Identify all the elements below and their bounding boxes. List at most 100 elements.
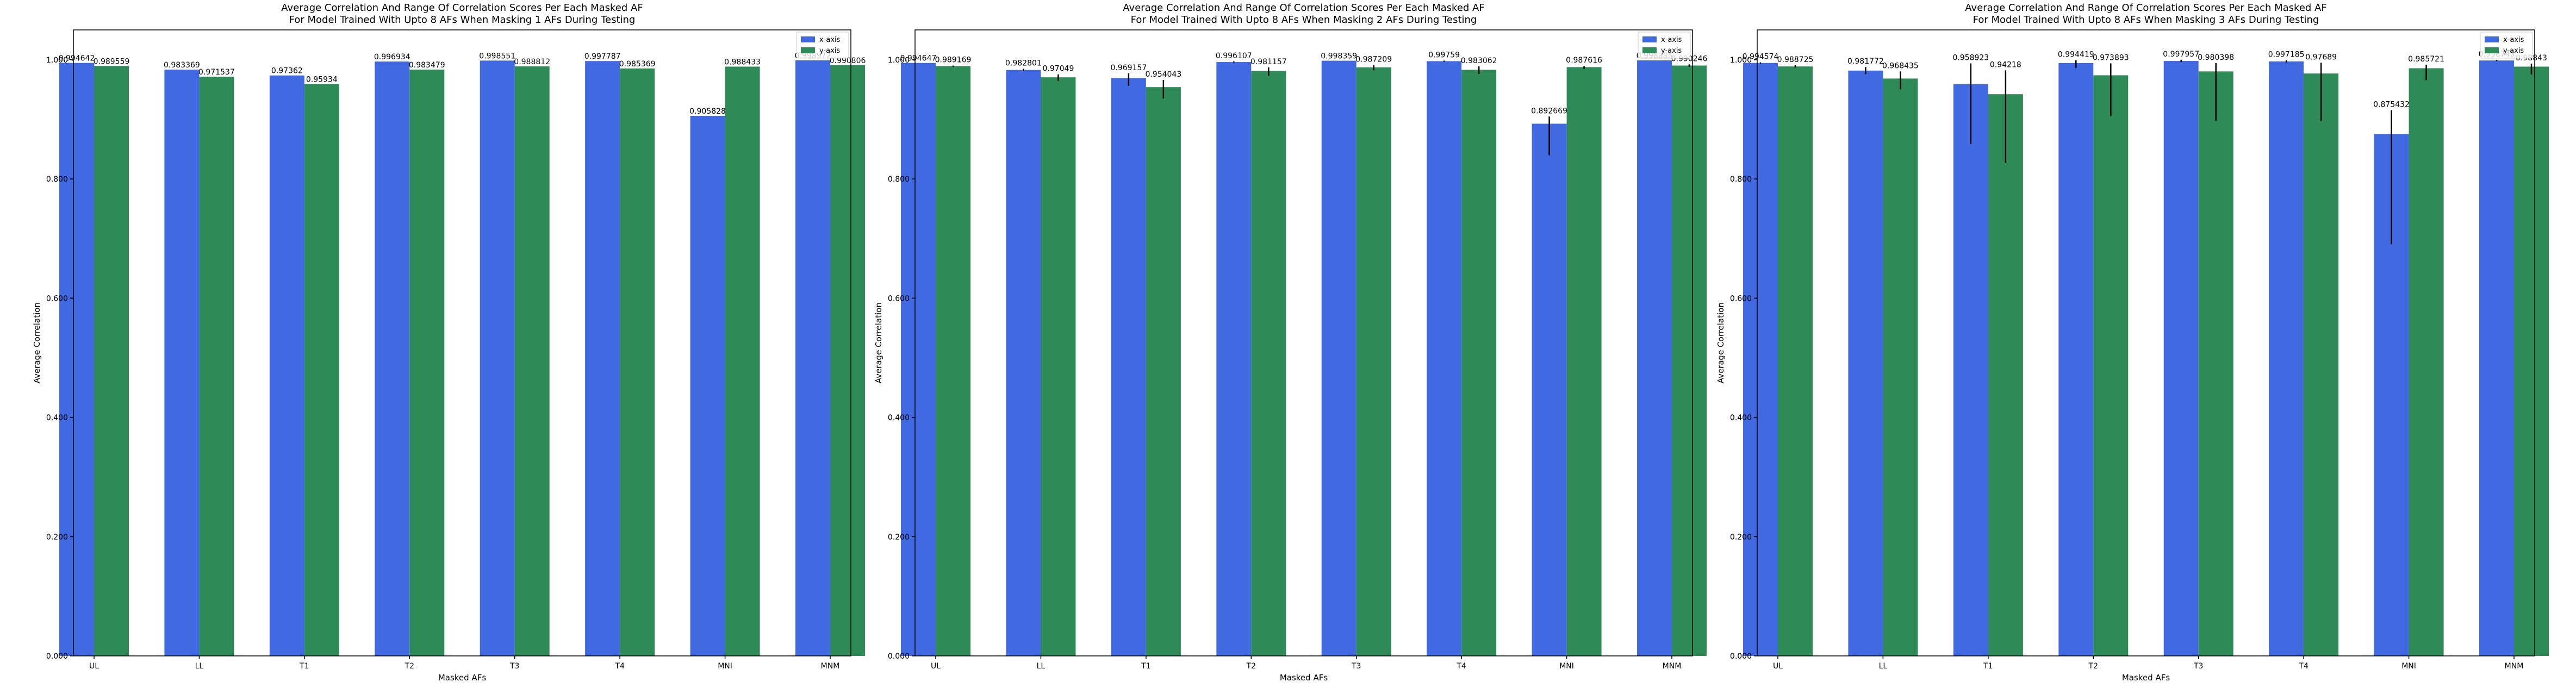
data-label-x-axis-T2: 0.996934: [374, 53, 410, 61]
y-tick-label: 0.200: [888, 533, 910, 542]
x-tick-label-MNI: MNI: [2401, 662, 2416, 671]
bar-x-axis-UL: [1743, 63, 1778, 656]
bar-y-axis-MNM: [1672, 65, 1707, 656]
plot-frame: [914, 29, 1693, 656]
x-axis-label: Masked AFs: [438, 673, 487, 683]
bar-x-axis-LL: [1848, 70, 1883, 656]
y-tick-label: 0.200: [46, 533, 68, 542]
legend-label-y-axis: y-axis: [819, 47, 840, 55]
x-tick-label-T4: T4: [614, 662, 625, 671]
y-tick-label: 1.000: [888, 56, 910, 65]
bar-x-axis-T2: [1216, 62, 1252, 656]
bar-x-axis-T1: [269, 75, 304, 656]
y-tick-label: 1.000: [1730, 56, 1752, 65]
y-tick-label: 0.800: [46, 175, 68, 184]
legend-label-y-axis: y-axis: [2503, 47, 2524, 55]
x-tick-label-MNM: MNM: [1663, 662, 1682, 671]
x-tick-label-MNI: MNI: [718, 662, 732, 671]
data-label-x-axis-LL: 0.981772: [1847, 57, 1884, 66]
bar-x-axis-MNI: [1532, 123, 1567, 656]
bar-x-axis-T1: [1111, 78, 1146, 656]
data-label-y-axis-T1: 0.95934: [306, 75, 338, 84]
x-tick-label-LL: LL: [1037, 662, 1046, 671]
y-tick-label: 0.000: [888, 652, 910, 661]
data-label-y-axis-T4: 0.983062: [1461, 57, 1497, 65]
bar-x-axis-T1: [1953, 84, 1988, 656]
bar-y-axis-T1: [1146, 87, 1181, 656]
x-tick-label-T2: T2: [1246, 662, 1256, 671]
y-tick-label: 0.200: [1730, 533, 1752, 542]
x-tick-label-UL: UL: [931, 662, 941, 671]
bar-y-axis-T1: [304, 84, 339, 656]
data-label-y-axis-LL: 0.971537: [198, 68, 235, 77]
x-tick-label-T1: T1: [299, 662, 309, 671]
bar-y-axis-T3: [1356, 67, 1391, 656]
x-tick-label-T2: T2: [2088, 662, 2098, 671]
y-tick-label: 0.000: [46, 652, 68, 661]
y-tick-label: 0.600: [1730, 294, 1752, 303]
bar-x-axis-T4: [2269, 61, 2304, 656]
data-label-x-axis-UL: 0.994574: [1743, 53, 1779, 61]
chart-panel-2: Average Correlation And Range Of Correla…: [874, 2, 1707, 683]
data-label-y-axis-MNI: 0.988433: [724, 58, 761, 66]
x-tick-label-T3: T3: [1351, 662, 1361, 671]
bar-y-axis-LL: [199, 77, 234, 656]
bar-x-axis-MNI: [690, 116, 725, 656]
x-tick-label-LL: LL: [195, 662, 204, 671]
bar-x-axis-LL: [164, 70, 200, 656]
data-label-x-axis-UL: 0.994642: [59, 54, 95, 63]
legend-label-y-axis: y-axis: [1661, 47, 1682, 55]
data-label-x-axis-MNI: 0.875432: [2373, 101, 2410, 109]
data-label-x-axis-T2: 0.994419: [2058, 50, 2094, 59]
data-label-x-axis-UL: 0.994647: [900, 54, 937, 63]
bar-y-axis-T3: [2198, 71, 2233, 656]
legend-label-x-axis: x-axis: [819, 36, 841, 44]
data-label-y-axis-T2: 0.973893: [2093, 54, 2129, 63]
bar-y-axis-UL: [94, 66, 129, 656]
chart-title: Average Correlation And Range Of Correla…: [281, 2, 643, 14]
x-tick-label-UL: UL: [89, 662, 99, 671]
chart-title: Average Correlation And Range Of Correla…: [1965, 2, 2326, 14]
bar-y-axis-UL: [1778, 66, 1813, 656]
data-label-y-axis-MNM: 0.990806: [830, 57, 866, 65]
data-label-x-axis-LL: 0.983369: [164, 61, 200, 70]
x-tick-label-MNM: MNM: [821, 662, 840, 671]
legend: x-axis y-axis: [2480, 32, 2533, 59]
bar-y-axis-T4: [620, 68, 655, 656]
bar-x-axis-MNM: [1637, 60, 1672, 656]
data-label-x-axis-T3: 0.997957: [2163, 50, 2199, 59]
x-axis-label: Masked AFs: [1280, 673, 1328, 683]
x-tick-label-T1: T1: [1983, 662, 1993, 671]
data-label-y-axis-T4: 0.97689: [2305, 53, 2337, 61]
chart-subtitle: For Model Trained With Upto 8 AFs When M…: [289, 14, 636, 26]
chart-title: Average Correlation And Range Of Correla…: [1123, 2, 1484, 14]
data-label-x-axis-T1: 0.969157: [1110, 64, 1147, 72]
plot-frame: [73, 29, 851, 656]
x-tick-label-T1: T1: [1141, 662, 1150, 671]
data-label-x-axis-T3: 0.998359: [1321, 52, 1357, 61]
legend-label-x-axis: x-axis: [1661, 36, 1682, 44]
chart-subtitle: For Model Trained With Upto 8 AFs When M…: [1131, 14, 1477, 26]
chart-panel-3: Average Correlation And Range Of Correla…: [1716, 2, 2549, 683]
y-tick-label: 0.400: [888, 414, 910, 423]
x-axis-label: Masked AFs: [2122, 673, 2170, 683]
plot-frame: [1757, 29, 2535, 656]
bar-y-axis-MNM: [830, 65, 865, 656]
y-tick-label: 0.000: [1730, 652, 1752, 661]
data-label-y-axis-T2: 0.983479: [409, 61, 445, 70]
bar-x-axis-T4: [585, 61, 620, 656]
bar-y-axis-T1: [1988, 94, 2023, 656]
data-label-y-axis-T3: 0.980398: [2198, 53, 2234, 62]
data-label-y-axis-T3: 0.988812: [514, 58, 550, 66]
y-tick-label: 0.600: [46, 294, 68, 303]
legend-swatch-y-axis: [2485, 47, 2499, 53]
bar-y-axis-T4: [1461, 70, 1497, 656]
bar-x-axis-T3: [480, 60, 515, 656]
data-label-y-axis-MNI: 0.987616: [1566, 56, 1602, 65]
legend-swatch-x-axis: [801, 36, 815, 42]
bar-y-axis-T2: [409, 69, 445, 656]
y-tick-label: 0.400: [46, 414, 68, 423]
x-tick-label-MNI: MNI: [1559, 662, 1574, 671]
legend-swatch-x-axis: [1642, 36, 1657, 42]
bar-y-axis-T4: [2304, 73, 2339, 656]
